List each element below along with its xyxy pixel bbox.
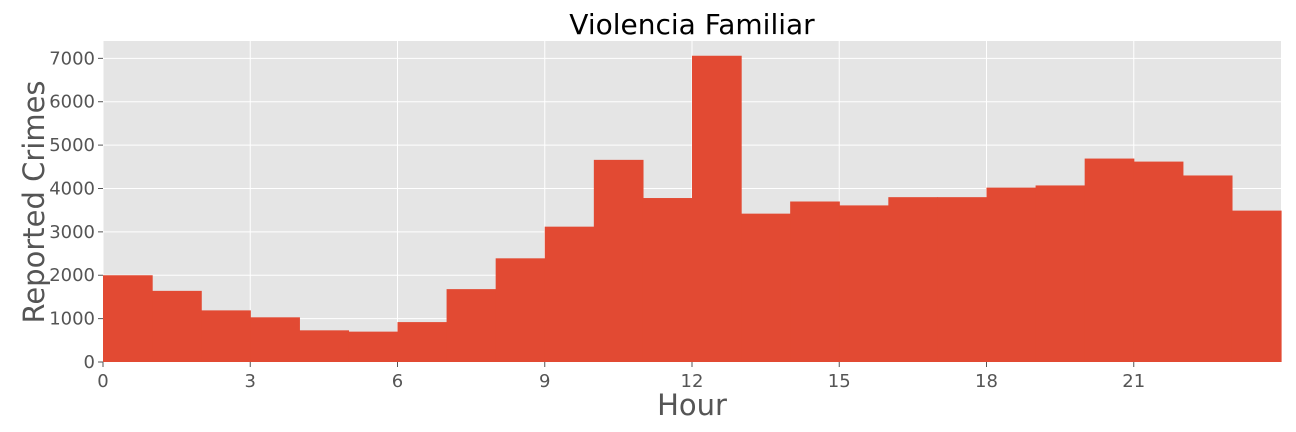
bar-hour-14 (790, 201, 840, 362)
bar-hour-8 (495, 258, 546, 362)
x-axis-label: Hour (657, 388, 727, 422)
bar-hour-17 (937, 197, 988, 362)
bar-hour-21 (1133, 161, 1184, 362)
y-tick-label: 4000 (49, 178, 95, 199)
x-tick-label: 6 (392, 371, 403, 392)
bar-hour-23 (1231, 210, 1282, 362)
bar-hour-16 (888, 197, 939, 362)
bar-hour-6 (397, 322, 448, 362)
x-tick-label: 12 (681, 371, 704, 392)
bar-hour-20 (1084, 158, 1135, 362)
bar-hour-18 (986, 187, 1037, 362)
x-tick-label: 15 (828, 371, 851, 392)
bar-hour-13 (741, 213, 791, 362)
bar-hour-2 (201, 310, 251, 362)
bar-hour-7 (446, 289, 497, 362)
y-tick-label: 7000 (49, 48, 95, 69)
y-tick-label: 3000 (49, 222, 95, 243)
bar-hour-10 (593, 159, 644, 362)
y-axis-label: Reported Crimes (17, 80, 51, 323)
bar-hour-12 (692, 55, 742, 362)
y-tick-label: 0 (84, 352, 95, 373)
y-tick-label: 1000 (49, 309, 95, 330)
y-tick-label: 5000 (49, 135, 95, 156)
x-axis-ticks: 0 3 6 9 12 15 18 21 (97, 362, 1145, 392)
x-tick-label: 9 (539, 371, 550, 392)
bar-hour-11 (642, 198, 693, 362)
x-tick-label: 0 (97, 371, 108, 392)
chart-title: Violencia Familiar (569, 8, 815, 41)
bar-hour-5 (348, 331, 399, 362)
x-tick-label: 21 (1122, 371, 1145, 392)
bar-hour-22 (1182, 175, 1233, 362)
bar-hour-1 (152, 290, 202, 362)
x-tick-label: 3 (245, 371, 256, 392)
bar-hour-15 (839, 205, 889, 362)
bar-hour-3 (250, 317, 300, 362)
bars (103, 55, 1282, 362)
x-tick-label: 18 (975, 371, 998, 392)
y-tick-label: 6000 (49, 92, 95, 113)
bar-hour-4 (299, 330, 350, 362)
bar-hour-0 (103, 275, 153, 362)
bar-hour-9 (544, 226, 595, 362)
y-axis-ticks: 0 1000 2000 3000 4000 5000 6000 7000 (49, 48, 103, 373)
bar-hour-19 (1035, 185, 1086, 362)
y-tick-label: 2000 (49, 265, 95, 286)
